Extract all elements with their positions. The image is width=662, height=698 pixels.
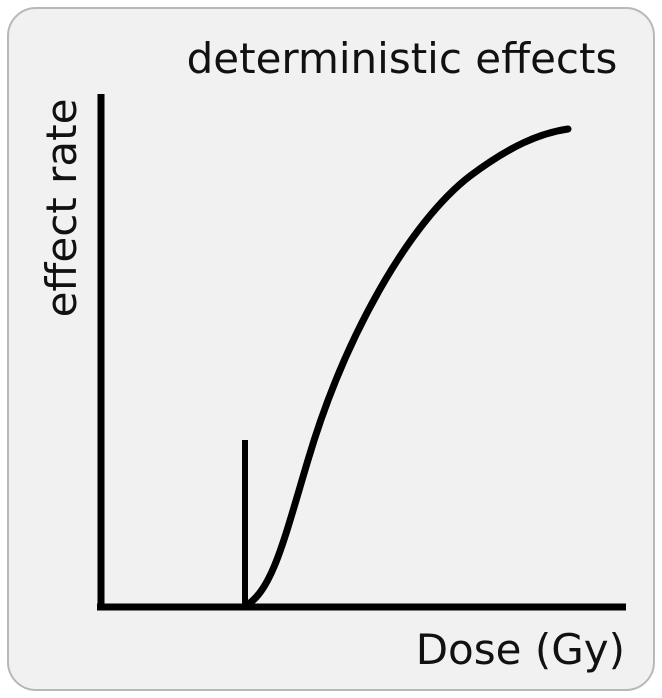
x-axis-label: Dose (Gy) [416,625,625,674]
dose-response-curve [241,125,572,610]
title: deterministic effects [187,34,618,83]
y-axis-label: effect rate [37,99,86,318]
panel [7,7,655,691]
